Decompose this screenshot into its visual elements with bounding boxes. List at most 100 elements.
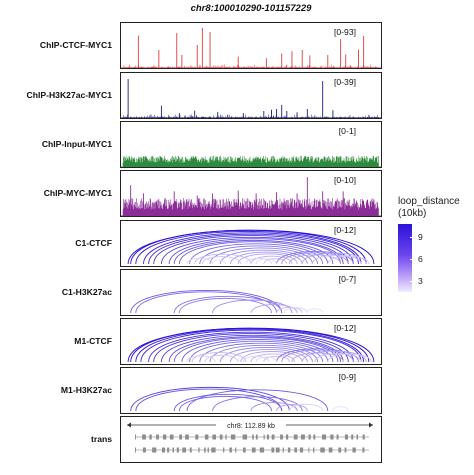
gene-exon [352,447,356,453]
loop-arc [135,231,362,265]
loop-arc [250,255,293,265]
loop-arc [240,351,303,363]
loop-arc [140,329,362,363]
gene-exon [356,434,358,440]
track-label: ChIP-H3K27ac-MYC1 [26,89,112,100]
gene-exon [344,434,348,440]
gene-exon [156,434,159,440]
gene-exon [172,447,174,453]
gene-exon [282,447,284,453]
gene-exon [313,434,316,440]
loop-arc [212,259,226,265]
loop-arc [130,327,370,363]
track-plot [127,229,375,265]
ruler-label: chr8: 112.89 kb [227,423,275,430]
ruler-label-bg [216,421,286,429]
gene-exon [219,434,223,440]
track-plot [121,27,381,68]
gene-exon [294,447,297,453]
loop-arc [178,297,272,314]
legend-title: loop_distance (10kb) [398,196,460,220]
gene-exon [225,434,227,440]
track-panel: [0-39] [120,72,382,119]
track-plot [130,387,349,412]
track-range-label: [0-7] [337,274,357,284]
gene-exon [243,447,246,453]
loop-arc [219,249,308,265]
gene-exon [286,434,289,440]
loop-arc [212,299,293,314]
legend-tick-mark [410,237,413,238]
track-plot [121,79,381,118]
track-plot [130,290,324,314]
gene-exon [259,447,265,453]
gene-exon [189,447,192,453]
track-panel: [0-12] [120,220,382,267]
loop-arc [327,353,372,363]
loop-arc [160,236,344,265]
gene-exon [275,447,280,453]
loop-arc [148,233,354,265]
legend-tick-label: 3 [418,276,423,286]
loop-arc [191,352,247,363]
track-label: M1-H3K27ac [60,384,112,395]
track-panel: chr8: 112.89 kb [120,416,382,463]
chart-title: chr8:100010290-101157229 [190,3,312,14]
track-label: ChIP-CTCF-MYC1 [39,39,112,50]
gene-exon [252,434,254,440]
loop-arc [173,295,283,314]
loop-arc [189,243,324,265]
loop-arc [143,232,359,265]
gene-exon [336,434,339,440]
gene-exon [320,447,325,453]
track-label: C1-CTCF [75,237,112,248]
track-plot [121,155,381,167]
loop-arc [173,240,334,265]
loop-arc [263,355,290,363]
gene-exon [301,434,305,440]
loop-arc [204,354,239,363]
loop-arc [130,290,283,314]
loop-arc [314,353,362,363]
gene-exon [313,447,315,453]
loop-arc [230,251,303,265]
gene-exon [179,434,182,440]
gene-exon [362,447,365,453]
track-range-label: [0-12] [333,225,357,235]
track-range-label: [0-12] [333,323,357,333]
loop-arc [255,356,278,363]
gene-exon [308,447,310,453]
loop-arc [276,404,308,412]
signal-background [122,198,379,216]
gene-exon [271,434,275,440]
track-range-label: [0-1] [337,126,357,136]
track-panel: [0-10] [120,170,382,217]
loop-arc [276,251,354,265]
legend-tick-label: 6 [418,254,423,264]
gene-exon [212,434,216,440]
loop-arc [245,257,272,265]
gene-exon [182,447,186,453]
loop-arc [201,256,242,265]
loop-arc [276,348,359,363]
loop-arc [178,395,272,412]
track-range-label: [0-93] [333,27,357,37]
loop-arc [135,328,365,363]
track-panel: [0-9] [120,367,382,414]
loop-arc [186,257,214,265]
loop-arc [311,254,362,265]
gene-exon [322,434,327,440]
gene-exon [185,434,189,440]
gene-exon [287,447,291,453]
loop-arc [153,333,349,363]
track-label: trans [90,433,112,444]
legend-tick-label: 9 [418,232,423,242]
gene-exon [176,447,179,453]
gene-exon [235,447,237,453]
loop-arc [148,331,354,363]
gene-exon [293,434,298,440]
loop-arc [281,252,349,265]
loop-arc [135,388,283,412]
gene-exon [135,447,136,453]
loop-arc [250,402,298,412]
